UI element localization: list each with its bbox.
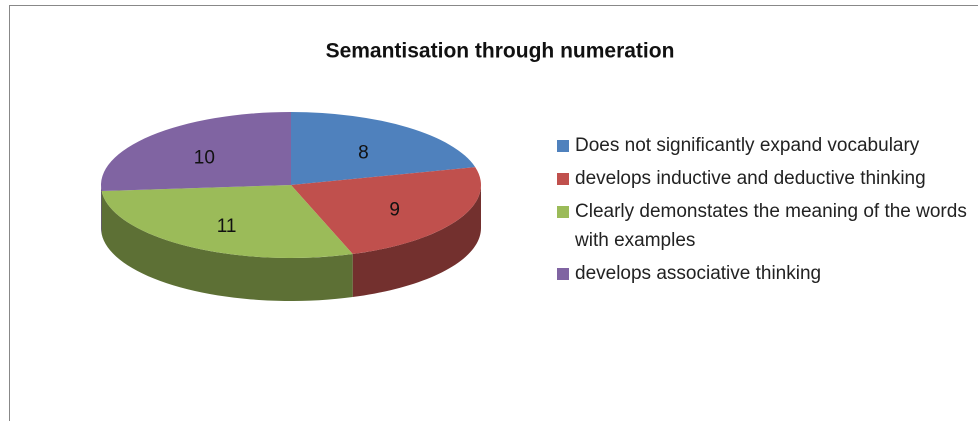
legend-swatch <box>557 173 569 185</box>
pie-slice <box>101 185 353 258</box>
chart-border <box>9 5 978 421</box>
data-label: 8 <box>358 142 369 163</box>
data-label: 11 <box>217 216 237 237</box>
legend-item: Clearly demonstates the meaning of the w… <box>557 197 975 255</box>
pie-side <box>101 191 353 301</box>
pie-slice <box>101 112 292 192</box>
legend-label: develops associative thinking <box>575 263 822 284</box>
legend-label: Clearly demonstates the meaning of the w… <box>575 201 967 251</box>
legend-item: Does not significantly expand vocabulary <box>557 131 975 160</box>
legend-label: develops inductive and deductive thinkin… <box>575 168 926 189</box>
data-label: 10 <box>194 147 215 168</box>
legend-label: Does not significantly expand vocabulary <box>575 135 920 156</box>
chart-title: Semantisation through numeration <box>326 40 675 63</box>
legend-item: develops associative thinking <box>557 259 975 288</box>
legend-item: develops inductive and deductive thinkin… <box>557 164 975 193</box>
legend-swatch <box>557 206 569 218</box>
legend-swatch <box>557 140 569 152</box>
pie-slice <box>291 167 481 255</box>
legend: Does not significantly expand vocabulary… <box>557 131 975 292</box>
data-label: 9 <box>389 200 400 221</box>
legend-swatch <box>557 268 569 280</box>
pie-side <box>101 185 102 235</box>
pie-slice <box>291 112 476 185</box>
pie-side <box>352 185 481 298</box>
